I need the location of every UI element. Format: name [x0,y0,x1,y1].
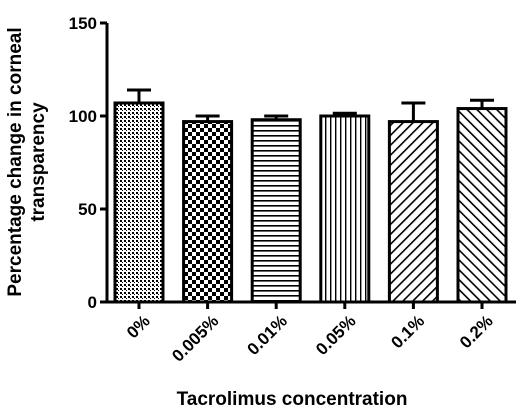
x-tick-label: 0.1% [387,311,428,352]
x-tick-label: 0.01% [244,311,292,359]
y-tick-label: 0 [88,293,97,312]
x-axis-title: Tacrolimus concentration [177,389,408,410]
x-tick-label: 0.05% [312,311,360,359]
y-tick-label: 150 [69,14,97,33]
x-tick-label: 0.2% [456,311,497,352]
bar [319,114,371,304]
bar [456,107,508,304]
bar [250,118,302,304]
y-tick-label: 100 [69,107,97,126]
y-tick-label: 50 [78,200,97,219]
x-tick-label: 0% [123,311,154,342]
y-tick-labels: 0 50 100 150 [69,14,107,312]
bars [113,88,508,304]
y-axis-title-line1: Percentage change in corneal [5,27,26,296]
axes [105,23,516,304]
bar [113,101,165,304]
y-axis-title-line2: transparency [28,102,49,222]
bar [182,120,234,304]
x-tick-labels: 0% 0.005% 0.01% 0.05% 0.1% 0.2% [123,302,497,366]
x-tick-label: 0.005% [168,311,222,365]
bar [387,120,439,304]
